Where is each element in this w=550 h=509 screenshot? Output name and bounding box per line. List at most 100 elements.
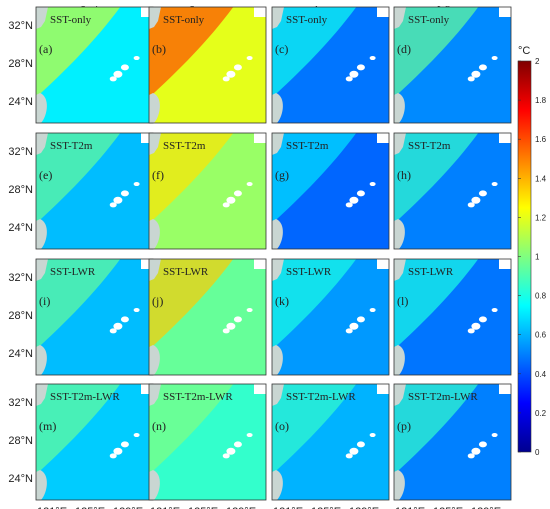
- taiwan-land: [36, 345, 47, 375]
- map-panel: SST-only (b): [148, 6, 267, 124]
- island: [369, 433, 376, 438]
- northeast-land: [254, 133, 266, 143]
- panel-letter: (o): [275, 419, 289, 433]
- panel-label: SST-only: [50, 14, 92, 26]
- island: [471, 447, 481, 455]
- panel-frame: [148, 258, 267, 376]
- y-tick-label: 28°N: [8, 184, 33, 196]
- panel-label: SST-T2m: [408, 140, 451, 152]
- mainland-land: [36, 133, 48, 155]
- island: [356, 64, 365, 71]
- panel-letter: (c): [275, 42, 288, 56]
- shelf-anomaly: [394, 133, 479, 224]
- island: [133, 182, 140, 187]
- mainland-land: [272, 7, 284, 29]
- island: [478, 190, 487, 197]
- northeast-land: [377, 133, 389, 143]
- panel-label: SST-only: [163, 14, 205, 26]
- panel-frame: [271, 383, 390, 501]
- x-tick-label: 129°E: [113, 506, 143, 509]
- mainland-land: [272, 384, 284, 406]
- taiwan-land: [272, 219, 283, 249]
- y-tick-label: 24°N: [8, 96, 33, 108]
- northeast-land: [377, 259, 389, 269]
- mainland-land: [272, 259, 284, 281]
- island: [233, 64, 242, 71]
- island: [467, 76, 475, 82]
- northeast-land: [499, 133, 511, 143]
- x-tick-label: 125°E: [188, 506, 218, 509]
- colorbar-ticks: 0 0.2 0.4 0.6 0.8 1 1.2 1.4 1.6 1.8 2: [518, 57, 547, 457]
- map-panel: SST-T2m-LWR (n) 121°E 125°E 129°E: [148, 383, 267, 509]
- panel-label: SST-LWR: [408, 266, 454, 278]
- panel-label: SST-T2m: [163, 140, 206, 152]
- island: [120, 190, 129, 197]
- island: [349, 447, 359, 455]
- taiwan-land: [394, 345, 405, 375]
- mainland-land: [394, 7, 406, 29]
- island: [478, 441, 487, 448]
- colorbar-tick-label: 0: [535, 448, 540, 457]
- island: [345, 202, 353, 208]
- northeast-land: [377, 384, 389, 394]
- map-panel: SST-T2m (g): [271, 132, 390, 250]
- shelf-anomaly: [394, 259, 479, 350]
- island: [356, 316, 365, 323]
- island: [356, 441, 365, 448]
- panel-letter: (e): [39, 168, 52, 182]
- mainland-land: [149, 384, 161, 406]
- island: [222, 453, 230, 459]
- map-panel: SST-LWR (j): [148, 258, 267, 376]
- map-panel: SST-T2m-LWR (o) 121°E 125°E 129°E: [271, 383, 390, 509]
- x-tick-label: 121°E: [395, 506, 425, 509]
- island: [120, 441, 129, 448]
- island: [226, 447, 236, 455]
- x-tick-label: 121°E: [37, 506, 67, 509]
- panel-frame: [393, 132, 512, 250]
- y-tick-label: 32°N: [8, 20, 33, 32]
- y-tick-label: 32°N: [8, 146, 33, 158]
- panel-frame: [271, 258, 390, 376]
- panel-letter: (a): [39, 42, 52, 56]
- panel-letter: (i): [39, 294, 50, 308]
- map-panel: SST-T2m (h): [393, 132, 512, 250]
- panel-frame: [148, 383, 267, 501]
- map-panel: SST-only (c): [271, 6, 390, 124]
- northeast-land: [254, 7, 266, 17]
- taiwan-land: [272, 470, 283, 500]
- y-tick-label: 32°N: [8, 397, 33, 409]
- island: [113, 322, 123, 330]
- island: [246, 308, 253, 313]
- map-panel: SST-LWR (k): [271, 258, 390, 376]
- panel-frame: [393, 383, 512, 501]
- island: [222, 328, 230, 334]
- mainland-land: [394, 133, 406, 155]
- island: [246, 433, 253, 438]
- island: [120, 64, 129, 71]
- mainland-land: [149, 7, 161, 29]
- island: [226, 196, 236, 204]
- island: [226, 70, 236, 78]
- northeast-land: [499, 384, 511, 394]
- panel-letter: (b): [152, 42, 166, 56]
- panel-label: SST-T2m-LWR: [408, 391, 478, 403]
- map-panel: SST-LWR (i) 32°N 28°N 24°N: [8, 258, 154, 376]
- northeast-land: [377, 7, 389, 17]
- map-panel: SST-T2m-LWR (p) 121°E 125°E 129°E: [393, 383, 512, 509]
- shelf-anomaly: [149, 133, 234, 224]
- panel-label: SST-T2m-LWR: [50, 391, 120, 403]
- island: [133, 433, 140, 438]
- colorbar-tick-label: 0.8: [535, 292, 547, 301]
- island: [369, 56, 376, 61]
- northeast-land: [499, 259, 511, 269]
- mainland-land: [36, 259, 48, 281]
- island: [226, 322, 236, 330]
- x-tick-label: 125°E: [433, 506, 463, 509]
- x-tick-label: 125°E: [75, 506, 105, 509]
- x-tick-label: 129°E: [471, 506, 501, 509]
- island: [467, 328, 475, 334]
- shelf-anomaly: [36, 133, 121, 224]
- panel-label: SST-LWR: [163, 266, 209, 278]
- panel-label: SST-only: [286, 14, 328, 26]
